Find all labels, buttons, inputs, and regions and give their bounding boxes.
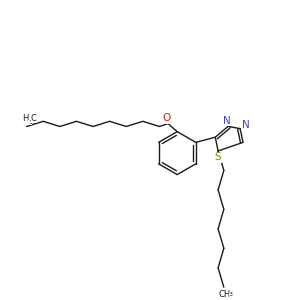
Text: S: S bbox=[215, 152, 221, 162]
Text: O: O bbox=[163, 113, 171, 124]
Text: 3: 3 bbox=[229, 292, 233, 296]
Text: N: N bbox=[223, 116, 231, 126]
Text: N: N bbox=[242, 120, 250, 130]
Text: C: C bbox=[31, 114, 37, 123]
Text: CH: CH bbox=[219, 290, 231, 299]
Text: 3: 3 bbox=[28, 120, 32, 125]
Text: H: H bbox=[22, 114, 28, 123]
